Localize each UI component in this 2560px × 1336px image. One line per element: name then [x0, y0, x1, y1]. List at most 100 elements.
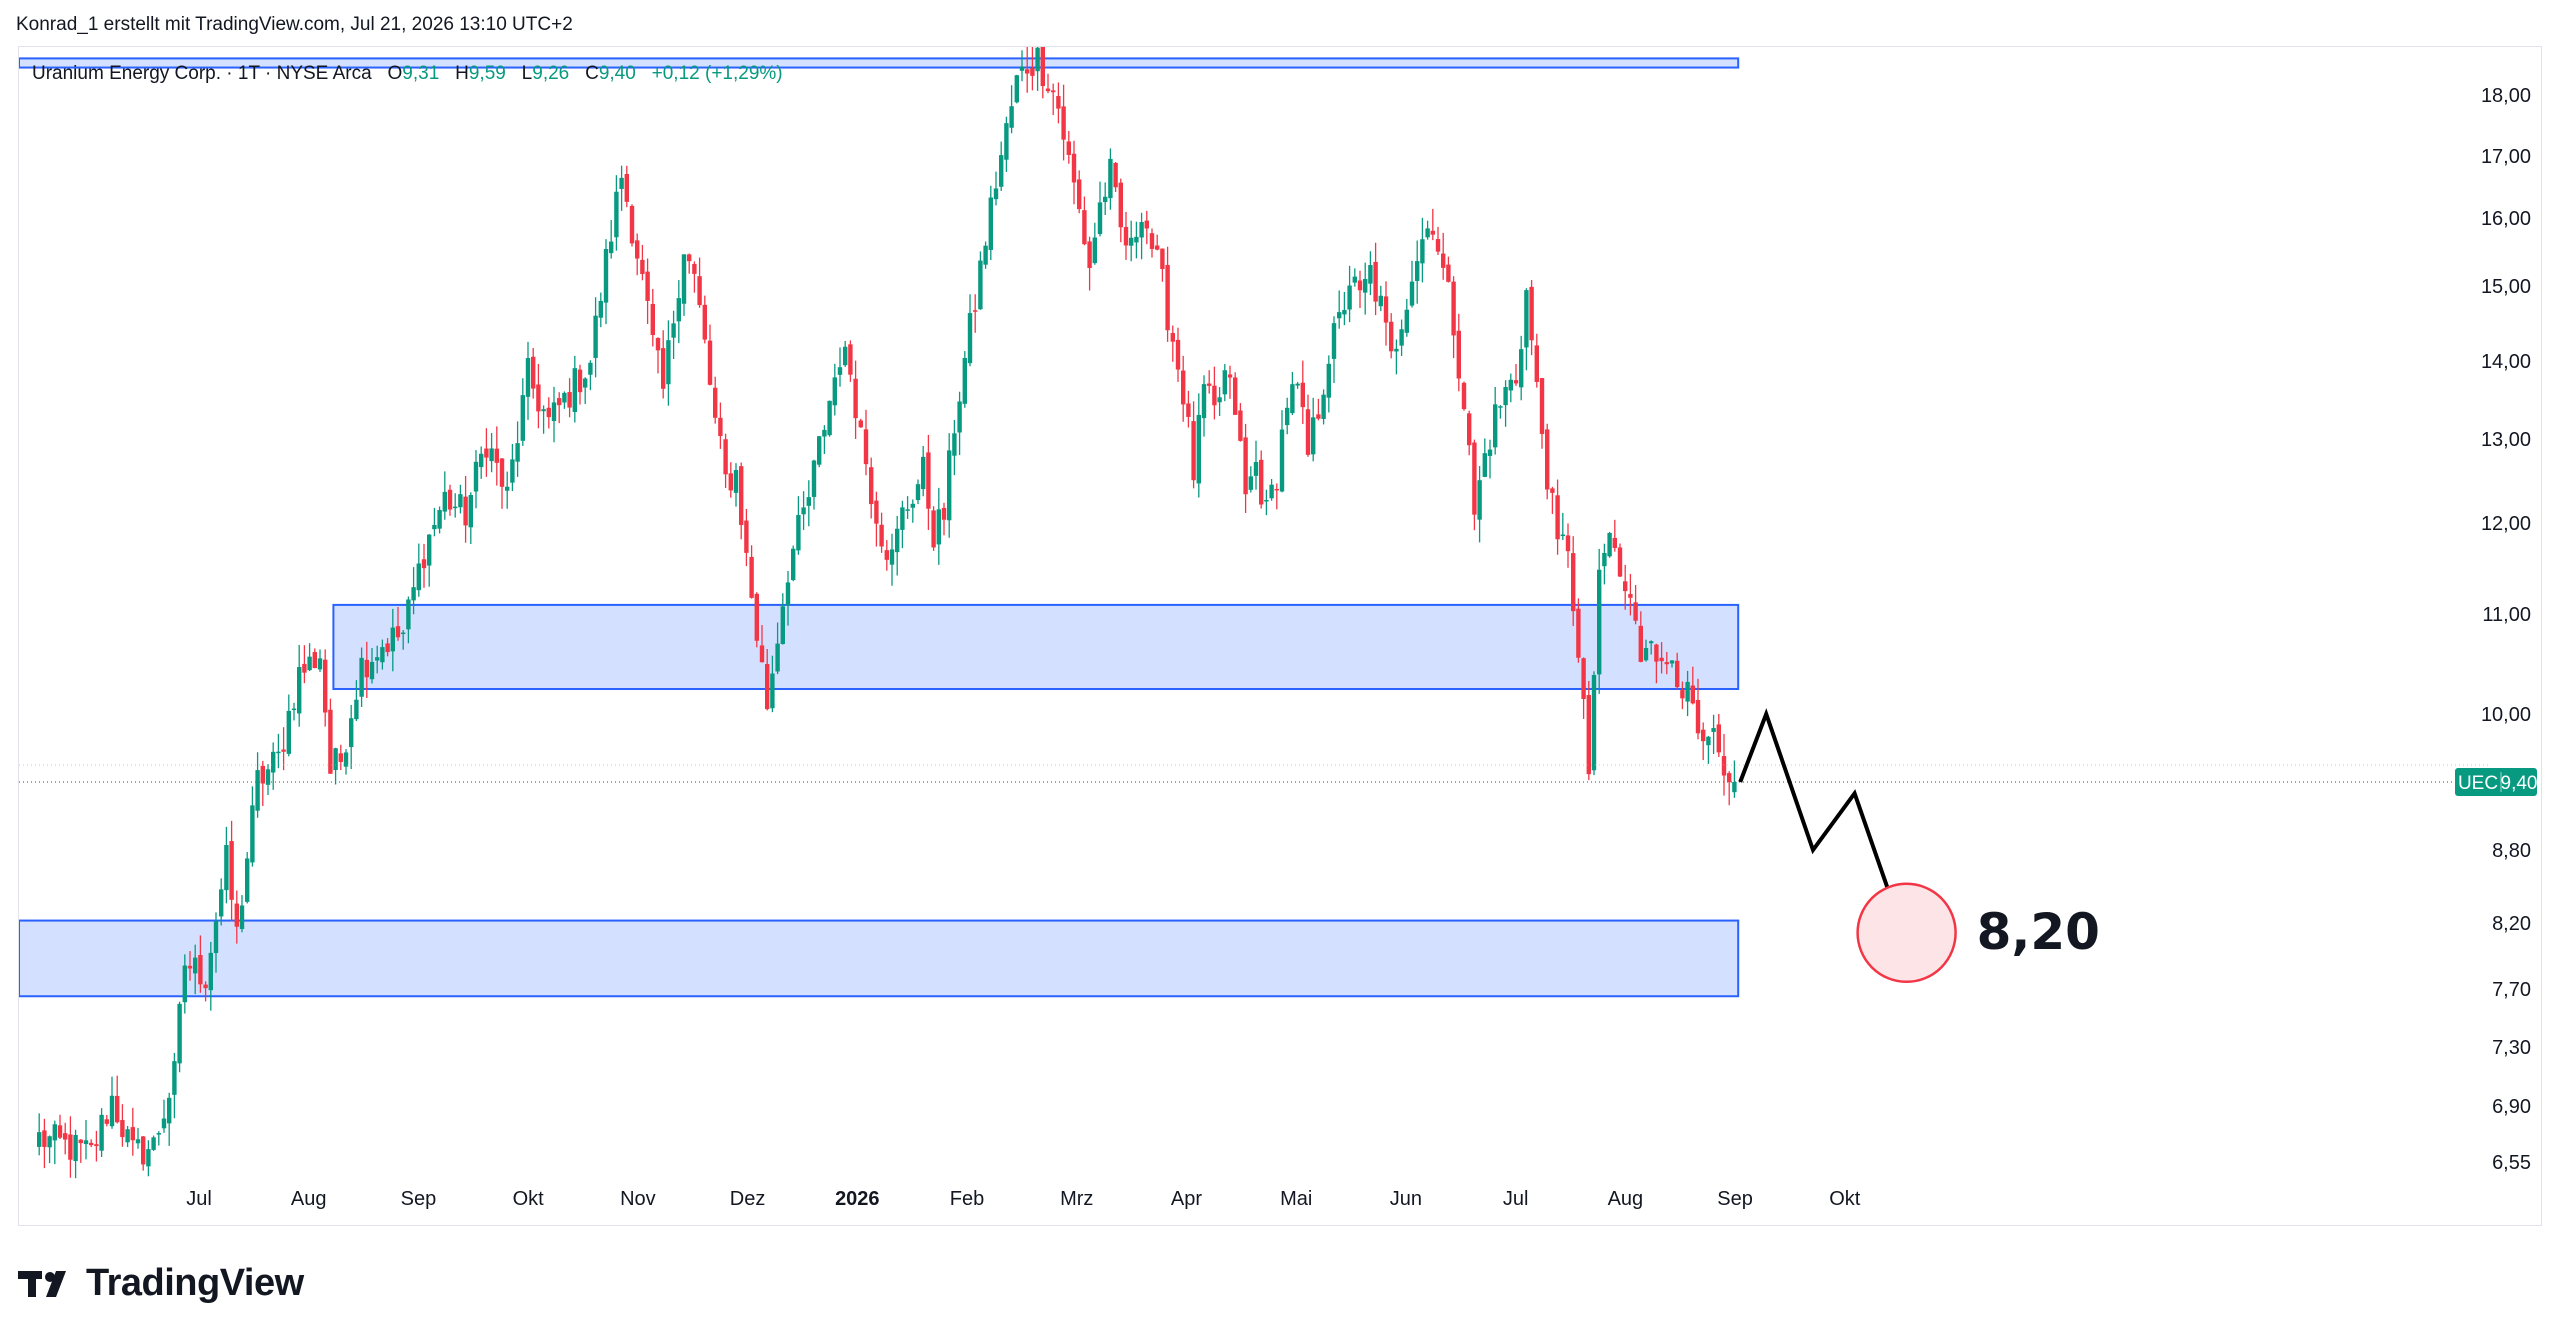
candle-body	[947, 450, 952, 521]
candle-body	[281, 749, 286, 752]
candle-body	[99, 1114, 104, 1151]
time-tick-label: Okt	[1829, 1188, 1861, 1210]
candle-body	[1279, 429, 1285, 492]
time-tick-label: Jul	[186, 1188, 212, 1210]
candle-body	[910, 503, 915, 508]
candle-body	[57, 1125, 63, 1138]
candle-body	[692, 263, 697, 274]
candle-body	[1539, 378, 1545, 434]
candle-body	[1529, 286, 1534, 341]
candle-body	[765, 664, 770, 710]
candle-body	[1259, 459, 1264, 505]
tradingview-brand: TradingView	[86, 1262, 304, 1304]
candle-body	[198, 954, 203, 985]
candle-body	[941, 507, 947, 520]
projection-path	[1738, 708, 1909, 944]
price-tick-label: 17,00	[2481, 146, 2531, 168]
time-tick-label: 2026	[835, 1188, 880, 1210]
candle-body	[1597, 569, 1602, 675]
symbol-legend: Uranium Energy Corp. · 1T · NYSE Arca O9…	[32, 63, 783, 85]
candle-body	[525, 358, 531, 397]
candle-body	[416, 563, 421, 591]
candle-body	[583, 378, 588, 388]
candle-body	[640, 259, 645, 274]
candle-body	[635, 240, 640, 259]
price-lines: UEC 9,40	[19, 764, 2537, 796]
price-tick-label: 7,70	[2492, 979, 2531, 1001]
candle-body	[250, 805, 255, 863]
candle-body	[822, 429, 827, 437]
candle-body	[962, 357, 967, 404]
candle-body	[385, 643, 390, 653]
candle-body	[629, 205, 635, 244]
candle-body	[1383, 296, 1389, 323]
candle-body	[291, 708, 297, 711]
tradingview-logo[interactable]: TradingView	[18, 1262, 304, 1305]
candle-body	[68, 1134, 73, 1160]
time-tick-label: Sep	[1717, 1188, 1753, 1210]
candle-body	[775, 643, 780, 672]
candle-body	[1222, 370, 1227, 395]
candle-body	[167, 1097, 172, 1124]
candle-body	[1014, 75, 1019, 103]
candle-body	[520, 395, 525, 441]
candle-body	[1009, 106, 1014, 128]
candle-body	[494, 448, 499, 463]
candle-body	[255, 770, 260, 811]
candle-body	[827, 400, 832, 436]
candle-body	[104, 1119, 109, 1124]
candle-body	[1071, 153, 1077, 183]
time-tick-label: Jun	[1390, 1188, 1422, 1210]
candle-body	[1669, 660, 1675, 664]
candle-body	[1399, 329, 1404, 346]
candle-body	[915, 484, 921, 501]
candle-body	[869, 467, 874, 505]
candle-body	[42, 1130, 47, 1147]
candle-body	[1716, 724, 1721, 753]
candle-body	[1623, 581, 1628, 592]
candle-body	[343, 752, 349, 767]
candle-body	[1612, 537, 1617, 548]
candle-body	[328, 709, 333, 774]
candle-body	[988, 197, 993, 250]
candle-body	[1092, 237, 1097, 264]
high-value: 9,59	[468, 63, 506, 84]
close-value: 9,40	[598, 63, 636, 84]
candlestick-chart[interactable]: UEC 9,40 8,20 18,0017,0016,0015,0014,0013…	[19, 47, 2543, 1227]
candle-body	[733, 470, 739, 493]
candle-body	[1316, 414, 1321, 419]
candle-body	[260, 765, 265, 784]
candle-body	[1056, 96, 1061, 109]
candle-body	[973, 310, 978, 312]
time-tick-label: Mrz	[1060, 1188, 1093, 1210]
tradingview-logo-icon	[18, 1270, 66, 1297]
candle-body	[728, 473, 733, 491]
candle-body	[1690, 685, 1695, 704]
candle-body	[801, 507, 806, 515]
candle-body	[723, 439, 728, 475]
candle-body	[806, 497, 811, 506]
candle-body	[130, 1127, 135, 1141]
candle-body	[1649, 641, 1654, 644]
candle-body	[1123, 227, 1129, 246]
candle-body	[1727, 773, 1732, 783]
price-tick-label: 11,00	[2482, 604, 2531, 626]
chart-pane[interactable]: UEC 9,40 8,20 18,00 17,00 16,00 15,00 14,00 13…	[18, 46, 2542, 1226]
candle-body	[874, 500, 879, 524]
time-tick-label: Aug	[291, 1188, 327, 1210]
candle-body	[484, 448, 489, 458]
target-circle	[1856, 882, 1957, 984]
price-tick-label: 12,00	[2481, 513, 2531, 535]
candle-body	[52, 1124, 57, 1141]
candle-body	[1430, 230, 1435, 235]
candle-body	[208, 952, 213, 991]
candle-body	[1571, 553, 1576, 612]
candle-body	[307, 656, 312, 671]
candle-body	[749, 556, 754, 598]
price-tick-label: 13,00	[2481, 429, 2531, 451]
price-tick-label: 15,00	[2481, 276, 2531, 298]
candle-body	[354, 699, 359, 720]
candle-body	[718, 417, 723, 437]
candle-body	[957, 401, 962, 433]
candle-body	[1248, 476, 1253, 490]
